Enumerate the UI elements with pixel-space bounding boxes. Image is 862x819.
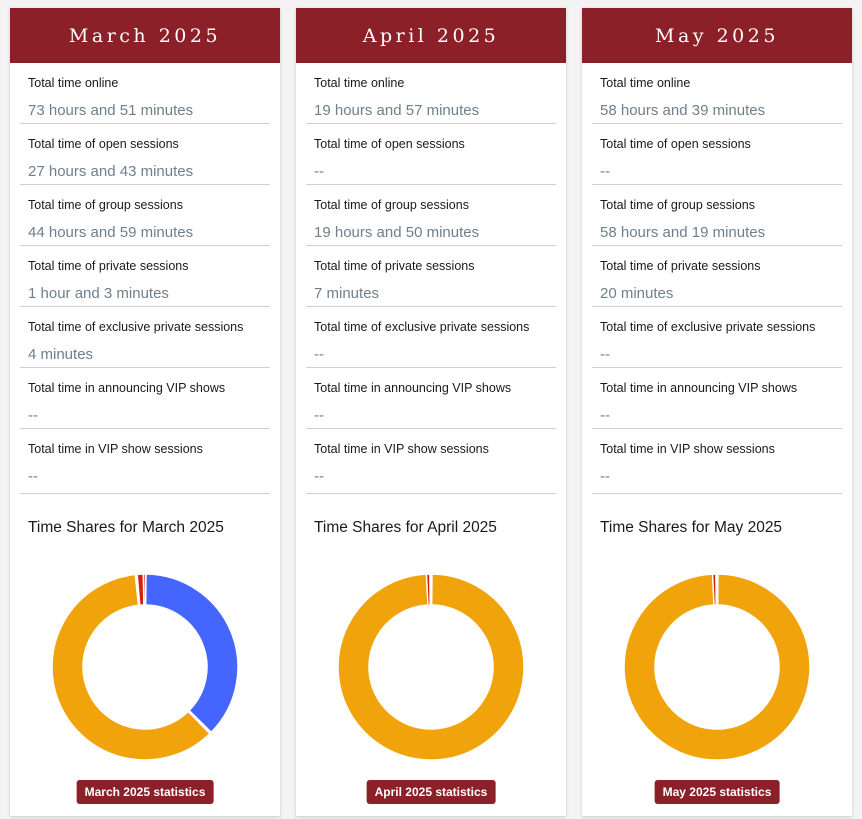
- stat-row-announcing-vip: Total time in announcing VIP shows --: [20, 368, 270, 429]
- stat-value: --: [600, 407, 610, 424]
- month-card-may: May 2025 Total time online 58 hours and …: [582, 8, 852, 816]
- stat-row-group-sessions: Total time of group sessions 44 hours an…: [20, 185, 270, 246]
- stat-value: 19 hours and 50 minutes: [314, 224, 480, 241]
- stat-row-open-sessions: Total time of open sessions 27 hours and…: [20, 124, 270, 185]
- card-title: April 2025: [296, 8, 566, 63]
- stat-label: Total time online: [600, 76, 691, 90]
- stat-row-private-sessions: Total time of private sessions 20 minute…: [592, 246, 842, 307]
- stat-label: Total time of open sessions: [600, 137, 751, 151]
- stat-value: --: [600, 346, 610, 363]
- stat-label: Total time in VIP show sessions: [314, 442, 489, 456]
- time-share-donut: [623, 573, 811, 761]
- month-statistics-button[interactable]: April 2025 statistics: [366, 780, 496, 804]
- chart-title: Time Shares for March 2025: [28, 519, 224, 536]
- stat-row-open-sessions: Total time of open sessions --: [306, 124, 556, 185]
- stat-label: Total time in VIP show sessions: [28, 442, 203, 456]
- month-card-march: March 2025 Total time online 73 hours an…: [10, 8, 280, 816]
- card-title: May 2025: [582, 8, 852, 63]
- time-share-donut: [337, 573, 525, 761]
- stat-value: --: [600, 163, 610, 180]
- donut-slice-private[interactable]: [711, 573, 717, 606]
- donut-slice-group[interactable]: [623, 573, 811, 761]
- stat-row-announcing-vip: Total time in announcing VIP shows --: [592, 368, 842, 429]
- stat-row-private-sessions: Total time of private sessions 1 hour an…: [20, 246, 270, 307]
- stat-value: --: [314, 407, 324, 424]
- donut-slice-exclusive[interactable]: [142, 573, 147, 606]
- stat-value: --: [600, 468, 610, 485]
- stats-list: Total time online 58 hours and 39 minute…: [582, 63, 852, 494]
- stat-value: 4 minutes: [28, 346, 94, 363]
- stat-row-group-sessions: Total time of group sessions 19 hours an…: [306, 185, 556, 246]
- donut-slice-open[interactable]: [144, 573, 239, 734]
- stat-label: Total time of group sessions: [28, 198, 183, 212]
- chart-title: Time Shares for May 2025: [600, 519, 783, 536]
- stat-value: --: [28, 407, 38, 424]
- stat-row-exclusive-private: Total time of exclusive private sessions…: [592, 307, 842, 368]
- donut-slice-group[interactable]: [337, 573, 525, 761]
- stat-value: --: [314, 163, 324, 180]
- stat-value: 7 minutes: [314, 285, 380, 302]
- stat-label: Total time of private sessions: [314, 259, 475, 273]
- month-card-april: April 2025 Total time online 19 hours an…: [296, 8, 566, 816]
- stat-value: 19 hours and 57 minutes: [314, 102, 480, 119]
- stat-value: 1 hour and 3 minutes: [28, 285, 169, 302]
- stat-value: 58 hours and 19 minutes: [600, 224, 766, 241]
- stat-label: Total time in announcing VIP shows: [314, 381, 512, 395]
- stat-label: Total time of private sessions: [28, 259, 189, 273]
- stat-row-open-sessions: Total time of open sessions --: [592, 124, 842, 185]
- stat-label: Total time of private sessions: [600, 259, 761, 273]
- stat-label: Total time of group sessions: [314, 198, 469, 212]
- stat-row-vip-show: Total time in VIP show sessions --: [306, 429, 556, 494]
- stat-value: 27 hours and 43 minutes: [28, 163, 194, 180]
- stat-label: Total time of open sessions: [28, 137, 179, 151]
- stat-label: Total time of exclusive private sessions: [28, 320, 244, 334]
- stats-list: Total time online 73 hours and 51 minute…: [10, 63, 280, 494]
- stat-row-exclusive-private: Total time of exclusive private sessions…: [20, 307, 270, 368]
- chart-title: Time Shares for April 2025: [314, 519, 497, 536]
- stat-label: Total time in announcing VIP shows: [600, 381, 798, 395]
- stat-label: Total time online: [28, 76, 119, 90]
- stat-value: --: [314, 346, 324, 363]
- stat-label: Total time in VIP show sessions: [600, 442, 775, 456]
- stat-label: Total time online: [314, 76, 405, 90]
- stat-row-exclusive-private: Total time of exclusive private sessions…: [306, 307, 556, 368]
- stat-label: Total time of group sessions: [600, 198, 755, 212]
- stat-label: Total time in announcing VIP shows: [28, 381, 226, 395]
- month-statistics-button[interactable]: May 2025 statistics: [654, 780, 780, 804]
- stat-row-vip-show: Total time in VIP show sessions --: [20, 429, 270, 494]
- stat-label: Total time of exclusive private sessions: [314, 320, 530, 334]
- time-share-donut: [51, 573, 239, 761]
- month-statistics-button[interactable]: March 2025 statistics: [76, 780, 214, 804]
- stat-value: 20 minutes: [600, 285, 674, 302]
- stat-label: Total time of exclusive private sessions: [600, 320, 816, 334]
- stat-row-announcing-vip: Total time in announcing VIP shows --: [306, 368, 556, 429]
- stat-value: 58 hours and 39 minutes: [600, 102, 766, 119]
- stat-row-total-online: Total time online 19 hours and 57 minute…: [306, 63, 556, 124]
- stats-list: Total time online 19 hours and 57 minute…: [296, 63, 566, 494]
- stat-row-vip-show: Total time in VIP show sessions --: [592, 429, 842, 494]
- stat-row-private-sessions: Total time of private sessions 7 minutes: [306, 246, 556, 307]
- card-title: March 2025: [10, 8, 280, 63]
- stat-label: Total time of open sessions: [314, 137, 465, 151]
- donut-slice-private[interactable]: [425, 573, 431, 606]
- stat-value: --: [314, 468, 324, 485]
- stat-value: 73 hours and 51 minutes: [28, 102, 194, 119]
- stat-row-total-online: Total time online 73 hours and 51 minute…: [20, 63, 270, 124]
- donut-slice-group[interactable]: [51, 573, 211, 761]
- stat-value: --: [28, 468, 38, 485]
- stat-row-group-sessions: Total time of group sessions 58 hours an…: [592, 185, 842, 246]
- stat-value: 44 hours and 59 minutes: [28, 224, 194, 241]
- stat-row-total-online: Total time online 58 hours and 39 minute…: [592, 63, 842, 124]
